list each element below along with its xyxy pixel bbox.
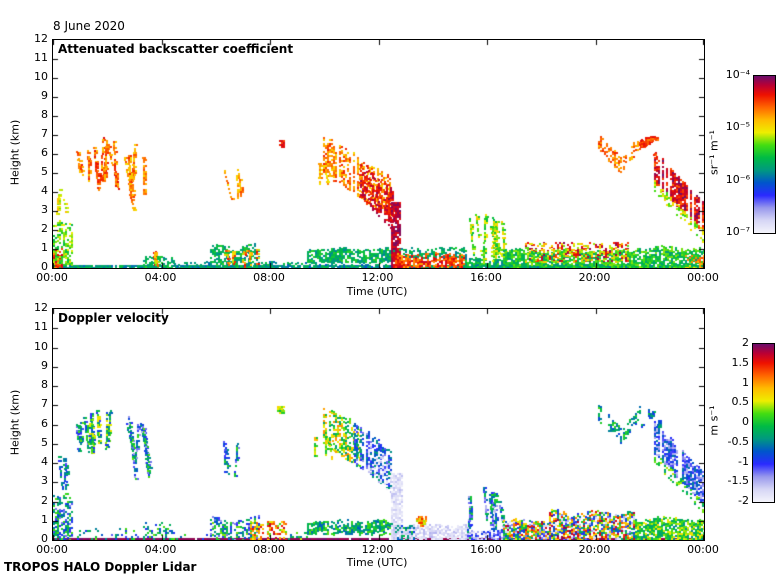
y-tick-label: 5	[41, 435, 48, 449]
colorbar-tick-label: 10⁻⁶	[725, 172, 750, 186]
panel-title-doppler-velocity: Doppler velocity	[58, 311, 169, 325]
x-tick-label: 12:00	[361, 543, 394, 556]
colorbar-tick-label: 1	[742, 375, 749, 389]
y-tick-label: 0	[41, 532, 48, 545]
y-tick-label: 2	[41, 493, 48, 507]
x-tick-label: 12:00	[361, 271, 394, 284]
doppler-velocity-heatmap	[52, 308, 705, 541]
x-axis-label-doppler: Time (UTC)	[346, 556, 408, 569]
x-tick-label: 04:00	[144, 271, 177, 284]
colorbar-tick-label: 10⁻⁴	[725, 68, 750, 81]
backscatter-colorbar	[753, 75, 776, 234]
y-tick-label: 10	[34, 70, 48, 83]
colorbar-tick-label: 2	[742, 336, 749, 349]
x-tick-label: 08:00	[253, 271, 285, 284]
x-tick-label: 20:00	[578, 271, 611, 284]
colorbar-tick-label: 1.5	[731, 355, 750, 369]
backscatter-heatmap	[52, 39, 705, 269]
x-tick-label: 16:00	[470, 543, 502, 556]
y-tick-label: 1	[41, 512, 48, 526]
y-tick-label: 4	[41, 455, 48, 468]
y-tick-label: 3	[41, 474, 48, 488]
colorbar-tick-label: -2	[738, 494, 749, 507]
x-axis-label-backscatter: Time (UTC)	[346, 285, 408, 298]
y-tick-label: 10	[34, 339, 48, 353]
y-tick-label: 5	[41, 165, 48, 178]
y-tick-label: 8	[41, 378, 48, 391]
x-tick-label: 04:00	[144, 543, 177, 556]
y-tick-label: 9	[41, 358, 48, 372]
y-tick-label: 8	[41, 108, 48, 121]
doppler-velocity-heatmap-canvas	[53, 309, 704, 540]
panel-title-backscatter: Attenuated backscatter coefficient	[58, 42, 294, 56]
y-tick-label: 7	[41, 127, 48, 140]
footer-label: TROPOS HALO Doppler Lidar	[4, 560, 197, 574]
colorbar-tick-label: 0.5	[731, 395, 750, 409]
date-label: 8 June 2020	[53, 19, 125, 33]
y-tick-label: 0	[41, 260, 48, 273]
colorbar-tick-label: -1.5	[727, 474, 749, 488]
colorbar-unit-backscatter: sr⁻¹ m⁻¹	[707, 130, 721, 175]
y-tick-label: 2	[41, 222, 48, 235]
y-tick-label: 11	[34, 320, 48, 334]
y-tick-label: 1	[41, 241, 48, 254]
colorbar-tick-label: -1	[738, 454, 749, 468]
x-tick-label: 00:00	[36, 543, 68, 556]
x-tick-label: 00:00	[687, 543, 719, 556]
x-tick-label: 20:00	[578, 543, 611, 556]
colorbar-tick-label: 10⁻⁵	[725, 120, 750, 134]
y-tick-label: 12	[34, 32, 48, 45]
doppler-colorbar	[752, 343, 775, 503]
y-tick-label: 9	[41, 89, 48, 102]
y-tick-label: 7	[41, 397, 48, 411]
y-tick-label: 6	[41, 146, 48, 159]
y-tick-label: 3	[41, 203, 48, 216]
x-tick-label: 08:00	[253, 543, 285, 556]
colorbar-tick-label: 10⁻⁷	[725, 225, 750, 238]
y-tick-label: 12	[34, 301, 48, 314]
x-tick-label: 00:00	[687, 271, 719, 284]
colorbar-tick-label: 0	[742, 415, 749, 428]
x-tick-label: 16:00	[470, 271, 502, 284]
y-tick-label: 4	[41, 184, 48, 197]
x-tick-label: 00:00	[36, 271, 68, 284]
backscatter-heatmap-canvas	[53, 40, 704, 268]
y-tick-label: 6	[41, 416, 48, 430]
y-tick-label: 11	[34, 51, 48, 64]
colorbar-tick-label: -0.5	[727, 434, 749, 448]
